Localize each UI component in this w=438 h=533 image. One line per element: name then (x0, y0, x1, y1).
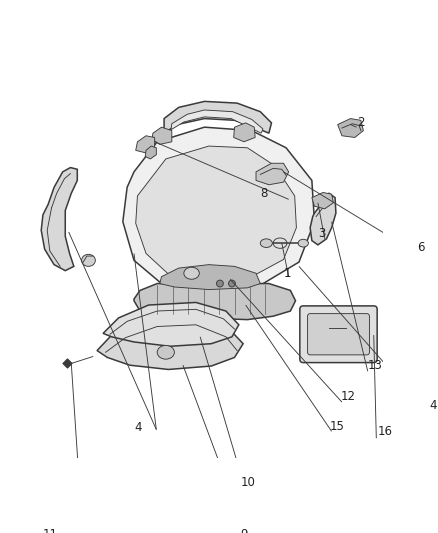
Polygon shape (103, 302, 239, 346)
Text: 16: 16 (378, 425, 393, 438)
Ellipse shape (184, 267, 199, 279)
Point (64, 359, 71, 368)
Polygon shape (233, 123, 255, 142)
Text: 10: 10 (240, 477, 255, 489)
Polygon shape (312, 192, 333, 209)
Polygon shape (160, 265, 260, 289)
Text: 8: 8 (260, 187, 268, 200)
Text: 9: 9 (240, 528, 248, 533)
Polygon shape (310, 193, 336, 245)
Polygon shape (134, 284, 296, 320)
Polygon shape (136, 136, 155, 153)
Ellipse shape (81, 254, 95, 266)
Ellipse shape (229, 280, 235, 287)
Polygon shape (164, 101, 272, 133)
Polygon shape (145, 146, 156, 159)
FancyBboxPatch shape (300, 306, 377, 362)
Text: 11: 11 (43, 528, 58, 533)
Polygon shape (256, 163, 289, 185)
Text: 13: 13 (368, 359, 382, 372)
Ellipse shape (216, 280, 223, 287)
Polygon shape (171, 110, 263, 133)
Ellipse shape (157, 345, 174, 359)
Polygon shape (123, 127, 314, 292)
Text: 3: 3 (318, 227, 325, 240)
Text: 1: 1 (283, 266, 291, 280)
Polygon shape (338, 118, 364, 138)
Ellipse shape (298, 239, 308, 247)
Text: 4: 4 (430, 399, 437, 412)
Polygon shape (41, 167, 77, 271)
Text: 12: 12 (340, 391, 355, 403)
Text: 2: 2 (357, 116, 365, 128)
Polygon shape (97, 318, 243, 369)
Text: 4: 4 (134, 422, 141, 434)
Text: 15: 15 (330, 419, 345, 433)
Polygon shape (136, 146, 297, 282)
FancyBboxPatch shape (307, 313, 369, 355)
Polygon shape (152, 127, 172, 144)
Text: 6: 6 (417, 241, 425, 254)
Ellipse shape (260, 239, 272, 247)
